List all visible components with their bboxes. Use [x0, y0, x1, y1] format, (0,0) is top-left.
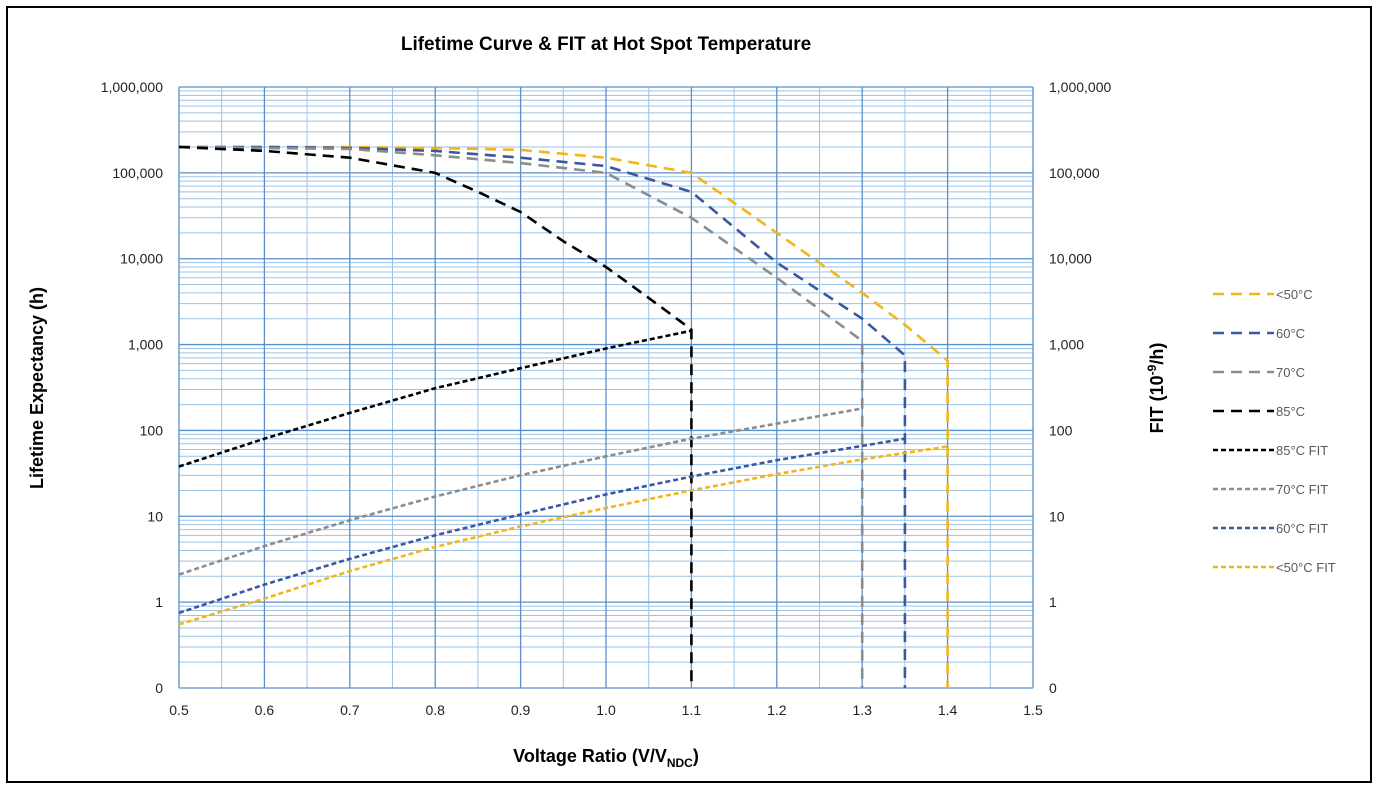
- x-tick-label: 0.6: [255, 702, 275, 718]
- series-line-60-c-fit: [178, 437, 906, 615]
- y-axis-title: Lifetime Expectancy (h): [27, 287, 47, 489]
- legend-label: 60°C: [1276, 326, 1305, 341]
- x-tick-label: 0.8: [425, 702, 445, 718]
- y-tick-label: 1,000,000: [101, 79, 163, 95]
- y2-tick-label: 1,000: [1049, 337, 1084, 353]
- series-line-50-c-fit: [178, 445, 948, 626]
- tick-labels: 0.5 0.6 0.7 0.8 0.9 1.0 1.1 1.2 1.3 1.4 1.50110100…: [101, 79, 1112, 718]
- x-axis-title: Voltage Ratio (V/VNDC): [513, 746, 699, 770]
- x-tick-label: 1.5: [1023, 702, 1043, 718]
- y-tick-label: 10: [147, 508, 163, 524]
- legend-label: 85°C: [1276, 404, 1305, 419]
- x-tick-label: 1.0: [596, 702, 616, 718]
- x-tick-label: 0.7: [340, 702, 360, 718]
- legend: <50°C 60°C 70°C 85°C 85°C FIT 70°C FIT 60°C FI…: [1213, 287, 1336, 575]
- y-tick-label: 1: [155, 594, 163, 610]
- x-tick-label: 0.5: [169, 702, 189, 718]
- y-tick-label: 10,000: [120, 251, 163, 267]
- series-line-85-c: [178, 145, 693, 688]
- y2-tick-label: 10: [1049, 508, 1065, 524]
- x-tick-label: 1.3: [852, 702, 872, 718]
- legend-label: <50°C FIT: [1276, 560, 1336, 575]
- legend-label: 85°C FIT: [1276, 443, 1328, 458]
- y-tick-label: 0: [155, 680, 163, 696]
- series-line-70-c-fit: [178, 407, 863, 576]
- grid: [178, 86, 1034, 689]
- legend-label: 70°C FIT: [1276, 482, 1328, 497]
- y2-tick-label: 1: [1049, 594, 1057, 610]
- legend-label: <50°C: [1276, 287, 1313, 302]
- series-line-85-c-fit: [178, 329, 692, 468]
- series-line-50-c: [179, 145, 949, 688]
- x-tick-label: 1.1: [682, 702, 702, 718]
- chart-title: Lifetime Curve & FIT at Hot Spot Tempera…: [401, 34, 811, 55]
- series-line-70-c: [178, 145, 864, 688]
- y2-tick-label: 0: [1049, 680, 1057, 696]
- legend-label: 60°C FIT: [1276, 521, 1328, 536]
- x-tick-label: 1.2: [767, 702, 787, 718]
- x-tick-label: 0.9: [511, 702, 531, 718]
- legend-label: 70°C: [1276, 365, 1305, 380]
- y2-axis-title: FIT (10-9/h): [1145, 343, 1167, 434]
- x-tick-label: 1.4: [938, 702, 958, 718]
- y-tick-label: 100: [140, 422, 164, 438]
- y2-tick-label: 100,000: [1049, 165, 1100, 181]
- y-tick-label: 100,000: [112, 165, 163, 181]
- y2-tick-label: 100: [1049, 422, 1073, 438]
- series-lines: [178, 145, 949, 688]
- y-tick-label: 1,000: [128, 337, 163, 353]
- chart-frame: [6, 6, 1372, 783]
- y2-tick-label: 1,000,000: [1049, 79, 1111, 95]
- y2-tick-label: 10,000: [1049, 251, 1092, 267]
- series-line-60-c: [179, 145, 907, 688]
